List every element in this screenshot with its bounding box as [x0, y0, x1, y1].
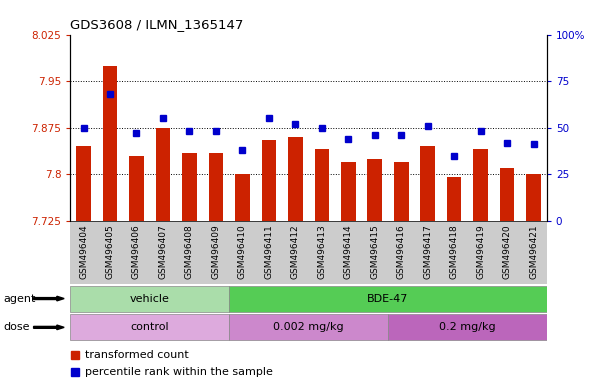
- Bar: [315, 149, 329, 221]
- Text: GDS3608 / ILMN_1365147: GDS3608 / ILMN_1365147: [70, 18, 244, 31]
- Bar: [70, 314, 229, 340]
- Bar: [394, 162, 409, 221]
- Text: GSM496408: GSM496408: [185, 224, 194, 279]
- Text: GSM496407: GSM496407: [158, 224, 167, 279]
- Text: GSM496410: GSM496410: [238, 224, 247, 279]
- Bar: [474, 149, 488, 221]
- Bar: [229, 314, 388, 340]
- Bar: [103, 66, 117, 221]
- Bar: [208, 152, 223, 221]
- Text: GSM496415: GSM496415: [370, 224, 379, 279]
- Bar: [129, 156, 144, 221]
- Bar: [288, 137, 302, 221]
- Text: GSM496414: GSM496414: [344, 224, 353, 279]
- Bar: [388, 314, 547, 340]
- Bar: [420, 146, 435, 221]
- Text: agent: agent: [3, 293, 35, 304]
- Text: control: control: [130, 322, 169, 333]
- Bar: [367, 159, 382, 221]
- Text: GSM496417: GSM496417: [423, 224, 432, 279]
- Text: 0.2 mg/kg: 0.2 mg/kg: [439, 322, 496, 333]
- Bar: [70, 286, 229, 311]
- Bar: [526, 174, 541, 221]
- Text: 0.002 mg/kg: 0.002 mg/kg: [273, 322, 344, 333]
- Bar: [500, 168, 514, 221]
- Bar: [76, 146, 91, 221]
- Bar: [235, 174, 250, 221]
- Text: GSM496411: GSM496411: [265, 224, 273, 279]
- Bar: [262, 140, 276, 221]
- Text: GSM496418: GSM496418: [450, 224, 459, 279]
- Text: GSM496413: GSM496413: [317, 224, 326, 279]
- Text: GSM496404: GSM496404: [79, 224, 88, 279]
- Text: GSM496421: GSM496421: [529, 224, 538, 279]
- Text: GSM496406: GSM496406: [132, 224, 141, 279]
- Text: BDE-47: BDE-47: [367, 293, 409, 304]
- Bar: [341, 162, 356, 221]
- Text: dose: dose: [3, 322, 29, 333]
- Text: vehicle: vehicle: [130, 293, 170, 304]
- Text: GSM496420: GSM496420: [503, 224, 511, 279]
- Text: percentile rank within the sample: percentile rank within the sample: [84, 367, 273, 377]
- Text: GSM496419: GSM496419: [476, 224, 485, 279]
- Text: transformed count: transformed count: [84, 350, 188, 360]
- Bar: [229, 286, 547, 311]
- Bar: [156, 128, 170, 221]
- Bar: [447, 177, 461, 221]
- Text: GSM496412: GSM496412: [291, 224, 300, 279]
- Bar: [182, 152, 197, 221]
- Text: GSM496405: GSM496405: [106, 224, 114, 279]
- Text: GSM496409: GSM496409: [211, 224, 221, 279]
- Text: GSM496416: GSM496416: [397, 224, 406, 279]
